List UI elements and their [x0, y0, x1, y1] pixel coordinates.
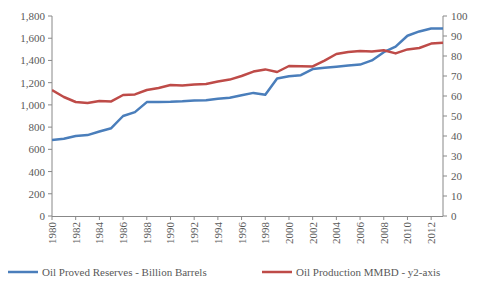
- y-tick-label: 800: [29, 121, 46, 133]
- x-tick: [336, 216, 337, 220]
- series-line: [52, 28, 443, 140]
- x-tick-label: 2004: [330, 222, 342, 245]
- y2-tick-label: 0: [451, 210, 457, 222]
- y-tick-label: 1,200: [20, 77, 45, 89]
- y-tick-label: 200: [29, 188, 46, 200]
- y-tick-label: 1,400: [20, 54, 45, 66]
- x-tick-label: 2008: [378, 222, 390, 245]
- plot-area: [52, 28, 443, 140]
- y-tick-label: 1,600: [20, 32, 45, 44]
- legend-label: Oil Production MMBD - y2-axis: [296, 266, 440, 278]
- y2-tick: [443, 196, 447, 197]
- x-tick: [383, 216, 384, 220]
- y-tick: [48, 60, 52, 61]
- x-tick: [75, 216, 76, 220]
- legend-label: Oil Proved Reserves - Billion Barrels: [42, 266, 207, 278]
- x-tick-label: 2002: [307, 222, 319, 244]
- x-tick-label: 2006: [354, 222, 366, 245]
- x-tick: [194, 216, 195, 220]
- x-tick-label: 1992: [188, 222, 200, 244]
- y-tick: [48, 171, 52, 172]
- y-tick-label: 1,000: [20, 99, 45, 111]
- y-tick: [48, 104, 52, 105]
- y2-tick: [443, 76, 447, 77]
- y2-tick: [443, 96, 447, 97]
- y-tick-label: 0: [40, 210, 46, 222]
- y2-tick: [443, 56, 447, 57]
- x-tick: [146, 216, 147, 220]
- y2-tick: [443, 176, 447, 177]
- x-tick: [99, 216, 100, 220]
- x-tick-label: 1990: [164, 222, 176, 245]
- legend-swatch: [262, 271, 292, 274]
- y-tick: [48, 127, 52, 128]
- x-tick: [217, 216, 218, 220]
- x-tick: [288, 216, 289, 220]
- x-tick: [407, 216, 408, 220]
- y2-tick-label: 60: [451, 90, 463, 102]
- y2-tick-label: 30: [451, 150, 463, 162]
- y-tick: [48, 38, 52, 39]
- x-tick-label: 2012: [425, 222, 437, 244]
- y2-tick-label: 80: [451, 50, 463, 62]
- x-tick: [52, 216, 53, 220]
- y2-tick-label: 70: [451, 70, 463, 82]
- y2-tick: [443, 136, 447, 137]
- x-tick: [265, 216, 266, 220]
- y2-tick-label: 10: [451, 190, 463, 202]
- y-tick: [48, 149, 52, 150]
- legend-swatch: [8, 271, 38, 274]
- series-line: [52, 43, 443, 103]
- y-axis-line: [52, 16, 53, 216]
- x-tick-label: 1994: [212, 222, 224, 245]
- x-tick-label: 1996: [236, 222, 248, 245]
- y-tick-label: 1,800: [20, 10, 45, 22]
- y-tick: [48, 82, 52, 83]
- x-tick-label: 1980: [46, 222, 58, 245]
- y2-tick: [443, 216, 447, 217]
- x-tick: [170, 216, 171, 220]
- y2-tick-label: 40: [451, 130, 463, 142]
- y2-tick: [443, 16, 447, 17]
- x-tick: [360, 216, 361, 220]
- y2-tick-label: 50: [451, 110, 463, 122]
- y2-tick-label: 20: [451, 170, 463, 182]
- x-tick-label: 1984: [93, 222, 105, 245]
- x-tick: [123, 216, 124, 220]
- y2-tick: [443, 116, 447, 117]
- x-axis-line: [52, 216, 443, 217]
- x-tick-label: 1988: [141, 222, 153, 245]
- x-tick: [241, 216, 242, 220]
- background: [0, 0, 481, 288]
- y2-tick-label: 100: [451, 10, 468, 22]
- y-tick: [48, 193, 52, 194]
- y2-tick: [443, 156, 447, 157]
- y-tick-label: 600: [29, 143, 46, 155]
- y2-tick-label: 90: [451, 30, 463, 42]
- y2-tick: [443, 36, 447, 37]
- x-tick: [431, 216, 432, 220]
- x-tick-label: 1986: [117, 222, 129, 245]
- y-tick-label: 400: [29, 166, 46, 178]
- x-tick-label: 2010: [401, 222, 413, 245]
- x-tick-label: 1982: [70, 222, 82, 244]
- x-tick-label: 1998: [259, 222, 271, 245]
- y-tick: [48, 16, 52, 17]
- x-tick: [312, 216, 313, 220]
- x-tick-label: 2000: [283, 222, 295, 245]
- chart: 02004006008001,0001,2001,4001,6001,80001…: [0, 0, 481, 288]
- y-tick: [48, 216, 52, 217]
